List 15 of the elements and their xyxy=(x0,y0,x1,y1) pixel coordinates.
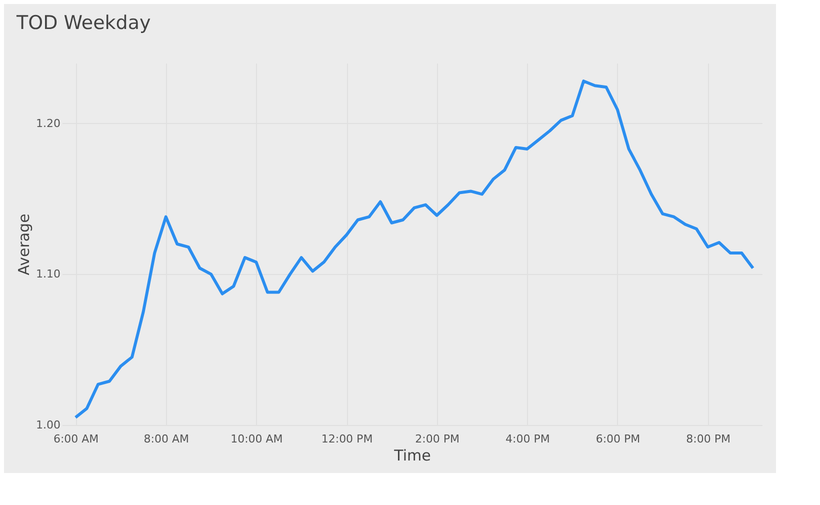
y-tick-label: 1.20 xyxy=(36,116,60,130)
x-tick-label: 2:00 PM xyxy=(415,432,460,446)
y-tick-label: 1.00 xyxy=(36,418,60,432)
x-tick-label: 4:00 PM xyxy=(505,432,550,446)
x-tick-label: 6:00 AM xyxy=(53,432,99,446)
line-series xyxy=(74,80,754,419)
x-axis-title: Time xyxy=(393,446,431,464)
x-tick-label: 6:00 PM xyxy=(596,432,640,446)
x-tick-label: 12:00 PM xyxy=(321,432,373,446)
y-axis-title: Average xyxy=(15,214,34,276)
chart-title: TOD Weekday xyxy=(16,12,151,34)
y-tick-label: 1.10 xyxy=(36,268,60,281)
x-tick-label: 8:00 PM xyxy=(686,432,730,446)
x-tick-label: 8:00 AM xyxy=(144,432,189,446)
x-tick-label: 10:00 AM xyxy=(230,432,283,446)
